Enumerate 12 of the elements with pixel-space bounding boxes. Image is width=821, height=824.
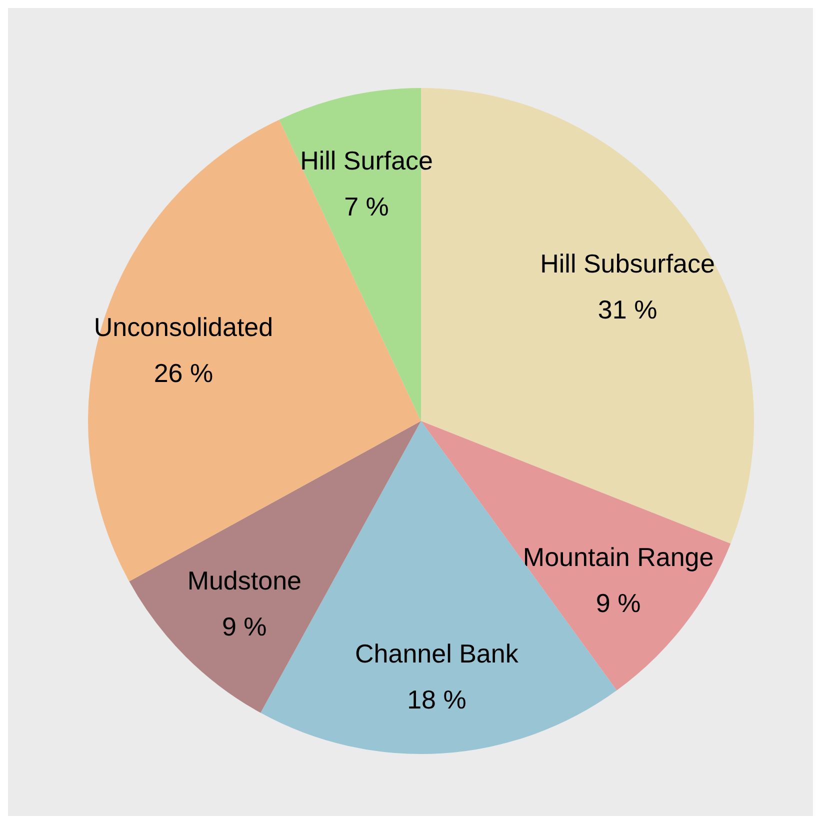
slice-label: Channel Bank — [355, 638, 520, 668]
slice-label: Mountain Range — [522, 542, 714, 572]
slice-label: Hill Surface — [300, 145, 433, 176]
data-label: 26 % — [154, 358, 214, 388]
slice-label: Mudstone — [187, 566, 302, 596]
data-label: 9 % — [222, 612, 267, 642]
slice-label: Unconsolidated — [94, 312, 274, 342]
data-label: 9 % — [596, 588, 641, 618]
slice-label: Hill Subsurface — [540, 248, 715, 279]
data-label: 7 % — [344, 191, 389, 222]
data-label: 18 % — [407, 684, 466, 714]
data-label: 31 % — [598, 294, 658, 325]
